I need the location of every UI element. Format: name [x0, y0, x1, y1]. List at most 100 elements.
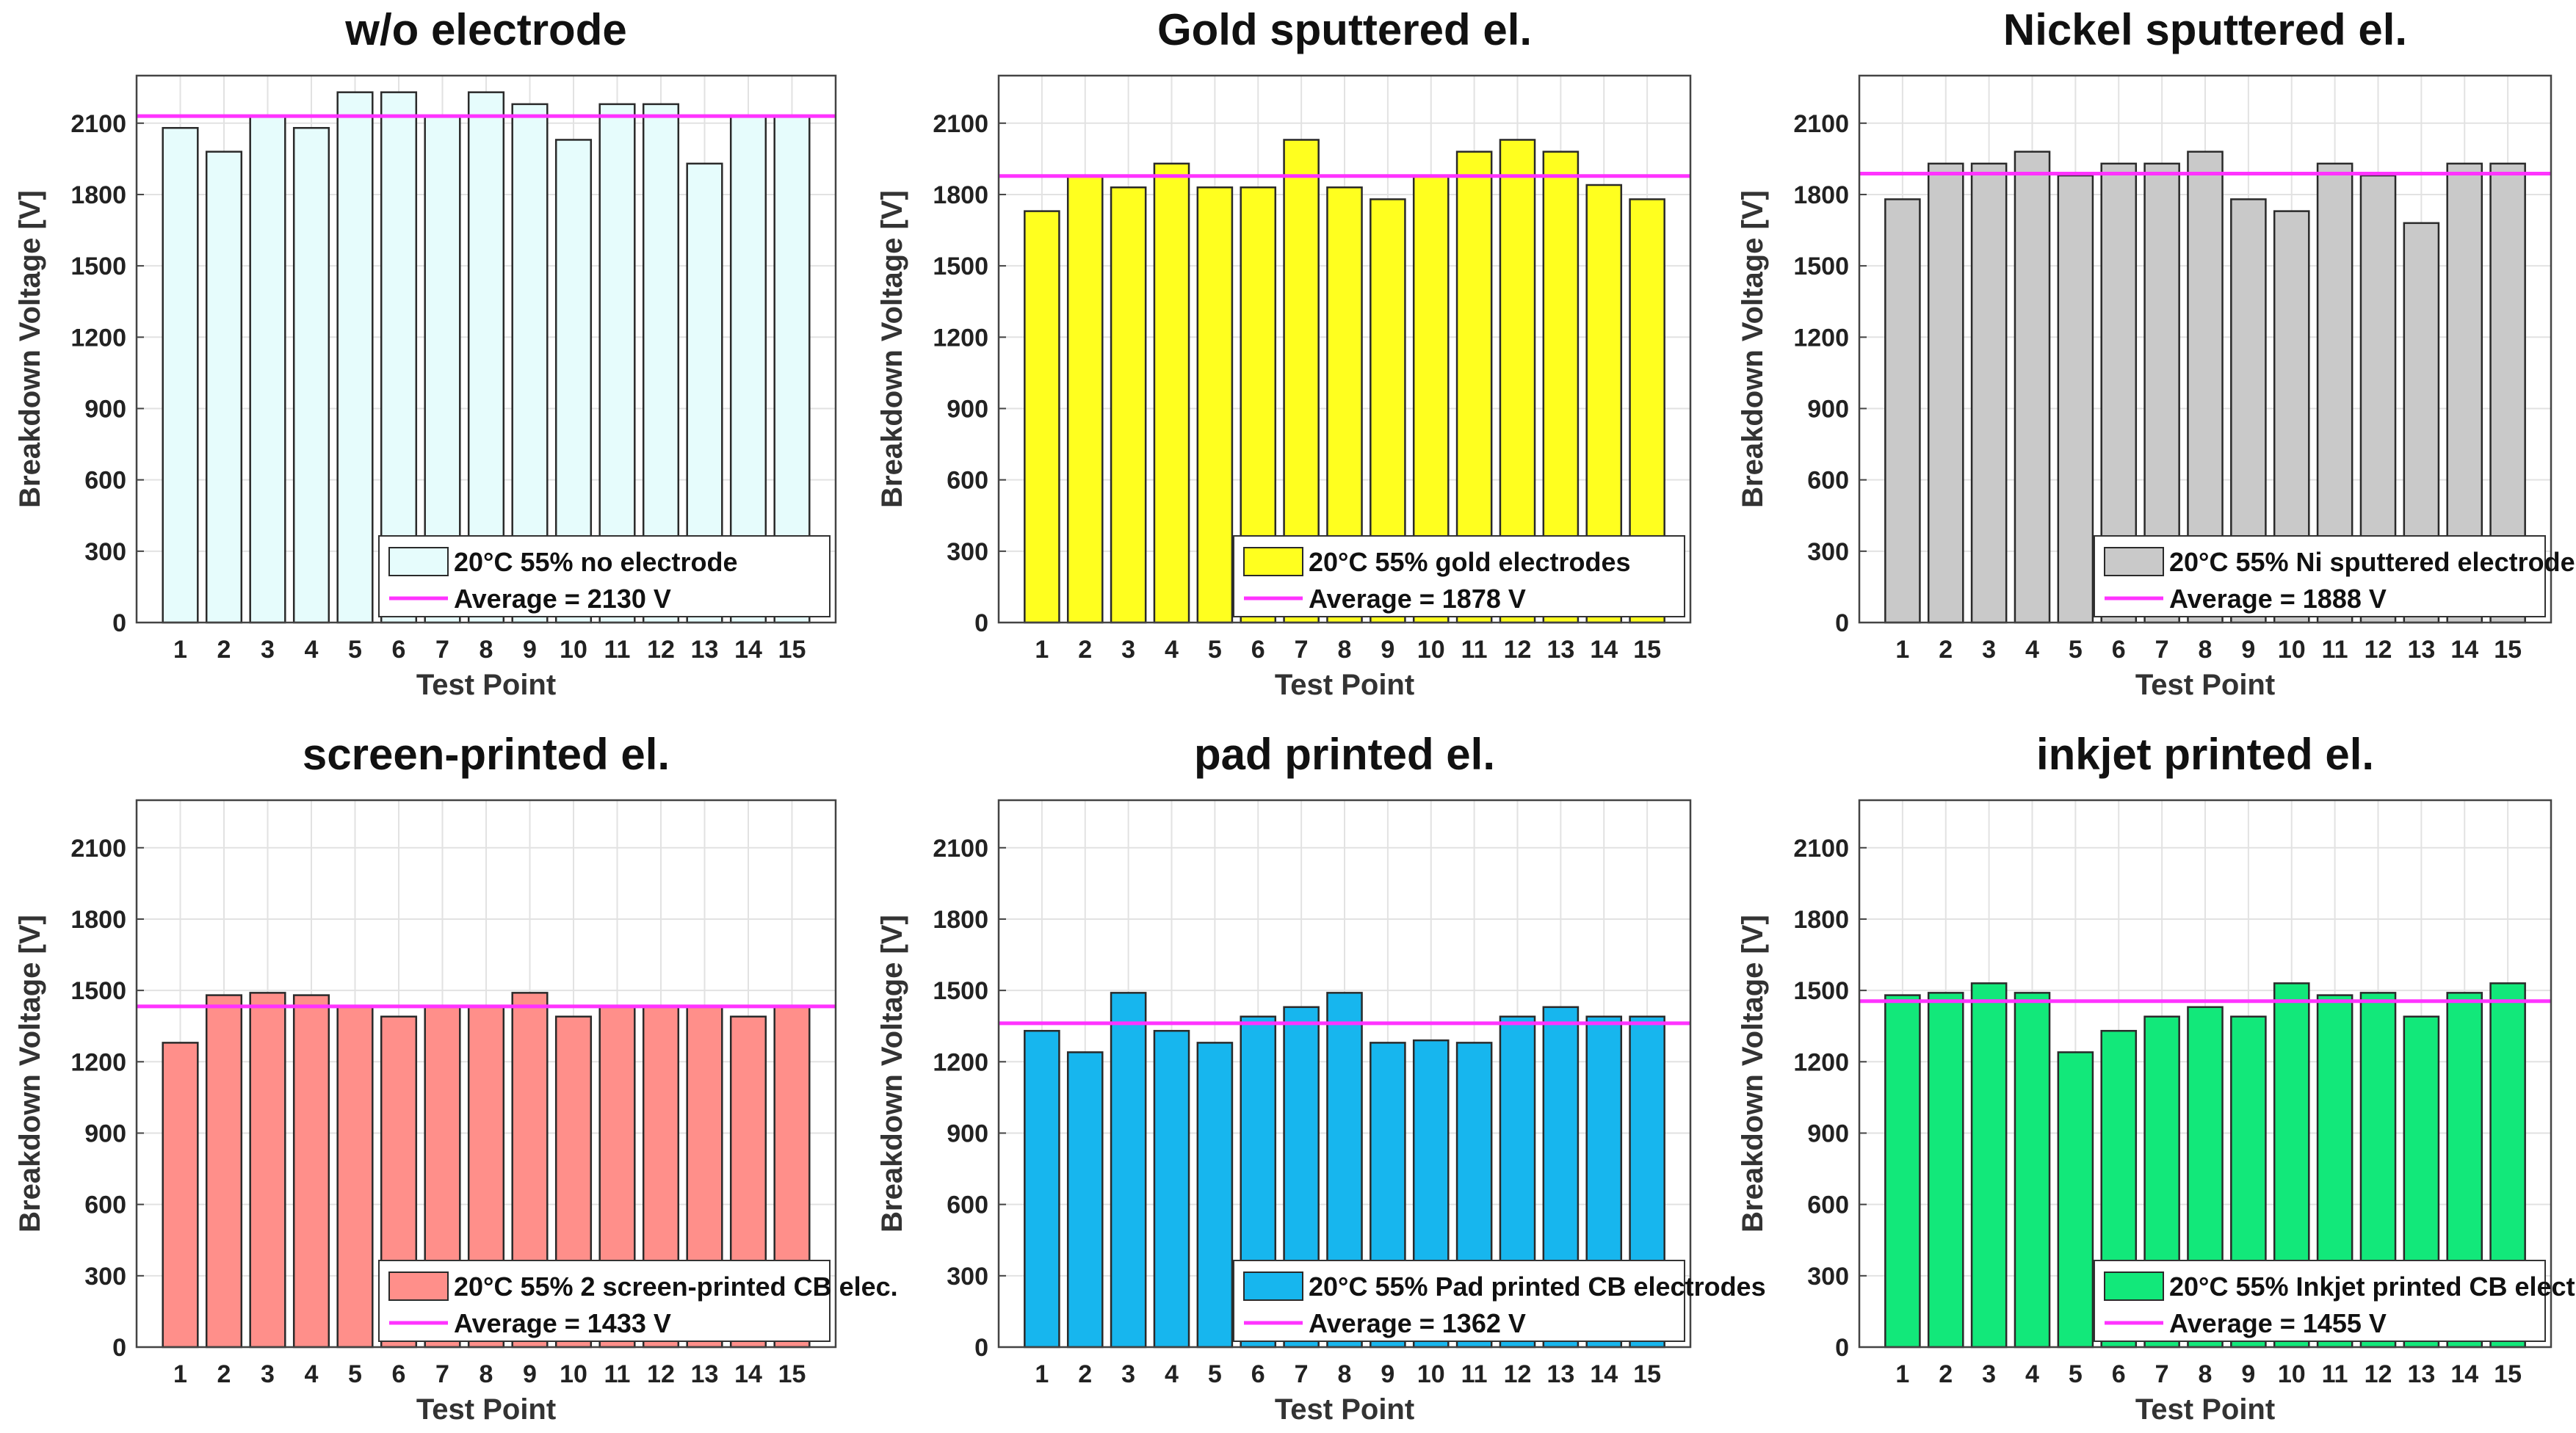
y-tick-label: 1200 — [933, 324, 988, 352]
x-tick-label: 8 — [480, 636, 493, 664]
x-tick-label: 7 — [1295, 636, 1309, 664]
chart-title: Gold sputtered el. — [1157, 5, 1532, 54]
x-tick-label: 12 — [1504, 1360, 1532, 1388]
x-tick-label: 6 — [392, 1360, 406, 1388]
y-tick-label: 300 — [947, 538, 988, 566]
y-tick-label: 1200 — [70, 324, 126, 352]
bar-point-3 — [1970, 162, 2008, 624]
x-tick-label: 14 — [1590, 1360, 1618, 1388]
y-tick-label: 1500 — [1793, 253, 1849, 280]
x-tick-label: 13 — [2407, 636, 2435, 664]
y-tick-label: 300 — [1807, 538, 1849, 566]
x-tick-label: 15 — [2494, 636, 2522, 664]
legend-series-label: 20°C 55% Inkjet printed CB electrodes — [2169, 1271, 2576, 1302]
x-tick-label: 8 — [2199, 1360, 2213, 1388]
legend-swatch-bar — [1243, 1271, 1303, 1301]
y-axis-label: Breakdown Voltage [V] — [1737, 915, 1769, 1233]
y-tick-label: 300 — [1807, 1263, 1849, 1291]
y-tick-label: 0 — [974, 1334, 988, 1362]
y-tick-label: 2100 — [70, 835, 126, 863]
y-tick-label: 600 — [1807, 467, 1849, 495]
chart-title: Nickel sputtered el. — [2003, 5, 2407, 54]
y-tick-label: 900 — [1807, 1120, 1849, 1147]
legend-swatch-bar — [388, 1271, 449, 1301]
x-tick-label: 11 — [2322, 1360, 2348, 1388]
legend: 20°C 55% gold electrodes Average = 1878 V — [1233, 535, 1685, 617]
x-tick-label: 9 — [523, 636, 537, 664]
bar-point-5 — [2057, 1051, 2094, 1349]
legend: 20°C 55% Pad printed CB electrodes Averag… — [1233, 1260, 1766, 1342]
x-tick-label: 6 — [2112, 636, 2126, 664]
x-tick-label: 15 — [2494, 1360, 2522, 1388]
x-tick-label: 13 — [1546, 1360, 1574, 1388]
bar-point-3 — [1970, 982, 2008, 1349]
y-tick-label: 1500 — [933, 977, 988, 1005]
x-tick-label: 1 — [1035, 636, 1049, 664]
x-tick-label: 3 — [261, 636, 275, 664]
y-tick-label: 1800 — [1793, 906, 1849, 934]
x-tick-label: 14 — [734, 1360, 762, 1388]
legend-box — [2094, 535, 2546, 617]
y-tick-label: 1500 — [1793, 977, 1849, 1005]
bar-point-2 — [205, 994, 243, 1349]
legend-swatch-bar — [2104, 547, 2164, 576]
x-tick-label: 10 — [1417, 636, 1445, 664]
x-tick-label: 4 — [1165, 636, 1179, 664]
x-tick-label: 4 — [305, 636, 319, 664]
bar-point-1 — [1024, 1029, 1060, 1349]
y-tick-label: 0 — [112, 609, 126, 637]
x-tick-label: 6 — [1251, 1360, 1265, 1388]
x-tick-label: 10 — [1417, 1360, 1445, 1388]
y-tick-label: 1500 — [70, 253, 126, 280]
axes-frame — [1858, 799, 2553, 1349]
x-tick-label: 10 — [560, 636, 587, 664]
axes-frame — [135, 74, 837, 624]
bar-point-6 — [380, 91, 418, 624]
y-tick-label: 0 — [1835, 1334, 1849, 1362]
y-tick-label: 2100 — [1793, 110, 1849, 138]
x-tick-label: 7 — [435, 636, 449, 664]
x-tick-label: 12 — [647, 636, 675, 664]
x-axis-label: Test Point — [416, 669, 556, 701]
legend-box — [2094, 1260, 2546, 1342]
x-tick-label: 13 — [2407, 1360, 2435, 1388]
y-tick-label: 1800 — [1793, 181, 1849, 209]
x-tick-label: 11 — [604, 1360, 631, 1388]
legend-average-label: Average = 1362 V — [1309, 1308, 1526, 1338]
y-tick-label: 1200 — [1793, 1048, 1849, 1076]
x-axis-label: Test Point — [2135, 669, 2275, 701]
x-tick-label: 12 — [1504, 636, 1532, 664]
x-tick-label: 13 — [691, 1360, 719, 1388]
bar-point-4 — [292, 994, 330, 1349]
y-tick-label: 600 — [1807, 1191, 1849, 1219]
legend-average-label: Average = 1878 V — [1309, 584, 1526, 614]
x-tick-label: 7 — [2155, 1360, 2169, 1388]
legend-swatch-bar — [2104, 1271, 2164, 1301]
bar-point-4 — [1153, 1029, 1190, 1349]
x-tick-label: 11 — [1461, 636, 1488, 664]
legend-series-label: 20°C 55% 2 screen-printed CB elec. — [454, 1271, 898, 1302]
legend-box — [1233, 535, 1685, 617]
bar-point-2 — [1927, 992, 1964, 1349]
legend-swatch-bar — [1243, 547, 1303, 576]
bar-point-1 — [1884, 198, 1921, 624]
x-tick-label: 2 — [217, 636, 231, 664]
x-tick-label: 2 — [1939, 1360, 1953, 1388]
bar-point-3 — [1110, 186, 1147, 624]
bar-point-4 — [1153, 162, 1190, 624]
bar-point-4 — [292, 127, 330, 624]
legend: 20°C 55% 2 screen-printed CB elec. Averag… — [378, 1260, 898, 1342]
x-tick-label: 12 — [2365, 636, 2392, 664]
y-tick-label: 1500 — [933, 253, 988, 280]
x-tick-label: 5 — [1208, 636, 1222, 664]
x-tick-label: 10 — [2278, 636, 2306, 664]
y-tick-label: 900 — [947, 1120, 988, 1147]
x-tick-label: 9 — [1381, 1360, 1394, 1388]
x-tick-label: 13 — [691, 636, 719, 664]
axes-frame — [1858, 74, 2553, 624]
bar-point-5 — [336, 1006, 374, 1349]
y-tick-label: 1200 — [933, 1048, 988, 1076]
y-tick-label: 1800 — [933, 906, 988, 934]
